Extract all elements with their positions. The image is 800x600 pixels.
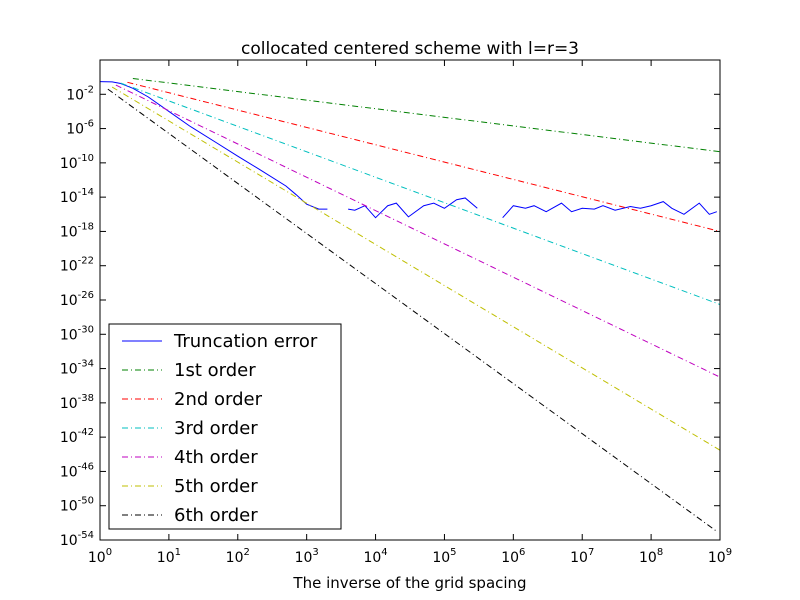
series-layer: [100, 77, 720, 532]
y-tick-label: 10-14: [60, 187, 94, 206]
y-tick-label: 10-42: [60, 427, 94, 446]
x-tick-label: 107: [570, 547, 594, 566]
legend-box: [108, 323, 342, 530]
legend-label: 5th order: [174, 476, 258, 497]
x-tick-label: 103: [295, 547, 319, 566]
x-tick-label: 105: [432, 547, 456, 566]
y-tick-label: 10-22: [60, 256, 94, 275]
x-tick-label: 106: [501, 547, 525, 566]
series-line-order-4: [115, 84, 720, 378]
legend-label: 4th order: [174, 447, 258, 468]
series-line-order-3: [120, 82, 720, 305]
tick-layer: 100 101 102 103 104 105 106 107 108 109 10-2 10-6 10…: [60, 60, 732, 566]
x-tick-label: 101: [157, 547, 181, 566]
x-tick-label: 100: [88, 547, 112, 566]
legend-label: 3rd order: [174, 418, 258, 439]
y-tick-label: 10-34: [60, 359, 94, 378]
y-tick-label: 10-26: [60, 290, 94, 309]
y-tick-label: 10-18: [60, 221, 94, 240]
legend-label: 6th order: [174, 505, 258, 526]
x-tick-label: 102: [226, 547, 250, 566]
y-tick-label: 10-10: [60, 153, 94, 172]
series-line-order-5: [111, 86, 720, 451]
x-axis-label: The inverse of the grid spacing: [292, 574, 526, 592]
legend-label: 2nd order: [174, 389, 263, 410]
y-tick-label: 10-6: [66, 119, 94, 138]
y-tick-label: 10-46: [60, 461, 94, 480]
y-tick-label: 10-54: [60, 530, 94, 549]
x-tick-label: 109: [708, 547, 732, 566]
y-tick-label: 10-38: [60, 393, 94, 412]
series-line-order-2: [127, 81, 720, 232]
legend-label: 1st order: [174, 360, 256, 381]
x-tick-label: 104: [363, 547, 387, 566]
series-line-order-6: [107, 88, 718, 532]
series-line-order-1: [132, 77, 720, 153]
x-tick-label: 108: [639, 547, 663, 566]
y-tick-label: 10-2: [66, 84, 94, 103]
legend-label: Truncation error: [173, 331, 318, 352]
y-tick-label: 10-50: [60, 496, 94, 515]
y-tick-label: 10-30: [60, 324, 94, 343]
chart-title: collocated centered scheme with l=r=3: [241, 39, 579, 59]
legend: Truncation error 1st order 2nd order 3rd or…: [108, 323, 342, 530]
